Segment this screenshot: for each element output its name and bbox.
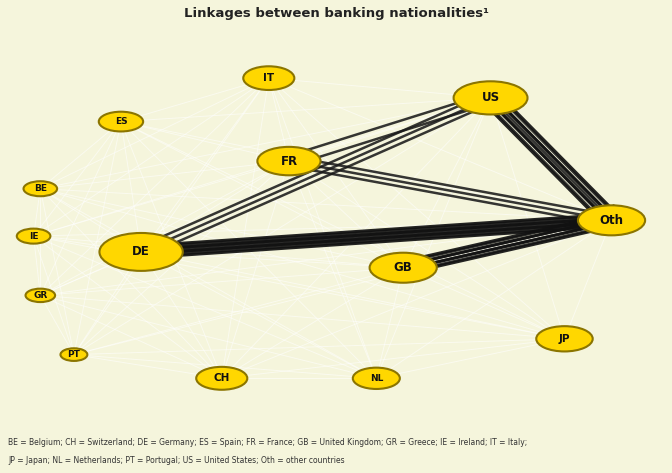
Ellipse shape (454, 81, 528, 114)
Text: IE: IE (29, 232, 38, 241)
Ellipse shape (60, 348, 87, 361)
Ellipse shape (578, 205, 645, 236)
Ellipse shape (24, 181, 57, 196)
Ellipse shape (99, 112, 143, 131)
Ellipse shape (26, 289, 55, 302)
Ellipse shape (370, 253, 437, 283)
Text: DE: DE (132, 245, 150, 258)
Text: NL: NL (370, 374, 383, 383)
Text: CH: CH (214, 373, 230, 383)
Ellipse shape (17, 228, 50, 244)
Text: GB: GB (394, 261, 413, 274)
Text: Linkages between banking nationalities¹: Linkages between banking nationalities¹ (183, 8, 489, 20)
Text: PT: PT (67, 350, 81, 359)
Text: FR: FR (280, 155, 298, 167)
Text: IT: IT (263, 73, 274, 83)
Ellipse shape (536, 326, 593, 351)
Ellipse shape (257, 147, 321, 175)
Text: US: US (482, 91, 499, 105)
Text: GR: GR (33, 291, 48, 300)
Ellipse shape (99, 233, 183, 271)
Text: ES: ES (115, 117, 127, 126)
Ellipse shape (243, 66, 294, 90)
Text: BE = Belgium; CH = Switzerland; DE = Germany; ES = Spain; FR = France; GB = Unit: BE = Belgium; CH = Switzerland; DE = Ger… (8, 438, 528, 447)
Ellipse shape (353, 368, 400, 389)
Text: JP: JP (558, 334, 571, 344)
Text: BE: BE (34, 184, 47, 193)
Text: JP = Japan; NL = Netherlands; PT = Portugal; US = United States; Oth = other cou: JP = Japan; NL = Netherlands; PT = Portu… (8, 456, 345, 465)
Text: Oth: Oth (599, 214, 624, 227)
Ellipse shape (196, 367, 247, 390)
